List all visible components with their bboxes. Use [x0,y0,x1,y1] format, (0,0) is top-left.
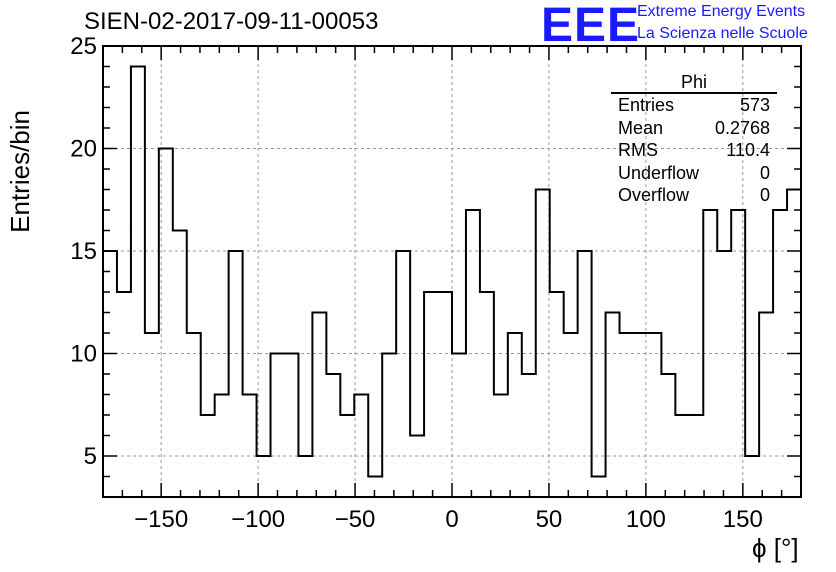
stats-value: 110.4 [726,140,770,160]
stats-label: Mean [618,117,664,138]
brand-line-2: La Scienza nelle Scuole [637,25,808,42]
y-tick-label: 20 [70,136,97,163]
x-tick-label: −150 [134,506,188,533]
stats-label: Underflow [618,162,700,183]
stats-value: 0 [759,162,770,183]
y-tick-label: 25 [70,33,97,60]
brand-line-1: Extreme Energy Events [637,3,806,20]
stats-value: 0.2768 [714,117,770,138]
y-tick-label: 5 [84,443,97,470]
y-tick-label: 15 [70,238,97,265]
stats-value: 0 [759,185,770,205]
stats-label: Entries [618,95,675,115]
x-axis-label: ϕ [°] [752,533,799,563]
x-tick-label: 0 [445,506,458,533]
stats-row-entries: Entries 573 [611,94,777,117]
x-tick-label: 150 [723,506,763,533]
stats-row-rms: RMS 110.4 [611,139,777,162]
stats-title: Phi [611,72,777,94]
eee-logo: EEE [541,0,641,52]
x-tick-label: −50 [335,506,376,533]
y-axis-label: Entries/bin [5,110,35,233]
stats-row-underflow: Underflow 0 [611,162,777,185]
tick-labels: −150 −100 −50 0 50 100 150 5 10 15 20 25 [70,33,763,533]
stats-label: Overflow [618,185,690,205]
chart-title: SIEN-02-2017-09-11-00053 [84,8,379,35]
stats-value: 573 [739,95,770,115]
stats-box: Phi Entries 573 Mean 0.2768 RMS 110.4 Un… [611,72,777,207]
x-tick-label: 100 [626,506,666,533]
y-tick-label: 10 [70,341,97,368]
stats-label: RMS [618,140,658,160]
stats-row-overflow: Overflow 0 [611,184,777,207]
x-tick-label: −100 [231,506,285,533]
stats-row-mean: Mean 0.2768 [611,117,777,140]
histogram-series [103,65,801,478]
x-tick-label: 50 [536,506,563,533]
axis-ticks [103,45,801,498]
